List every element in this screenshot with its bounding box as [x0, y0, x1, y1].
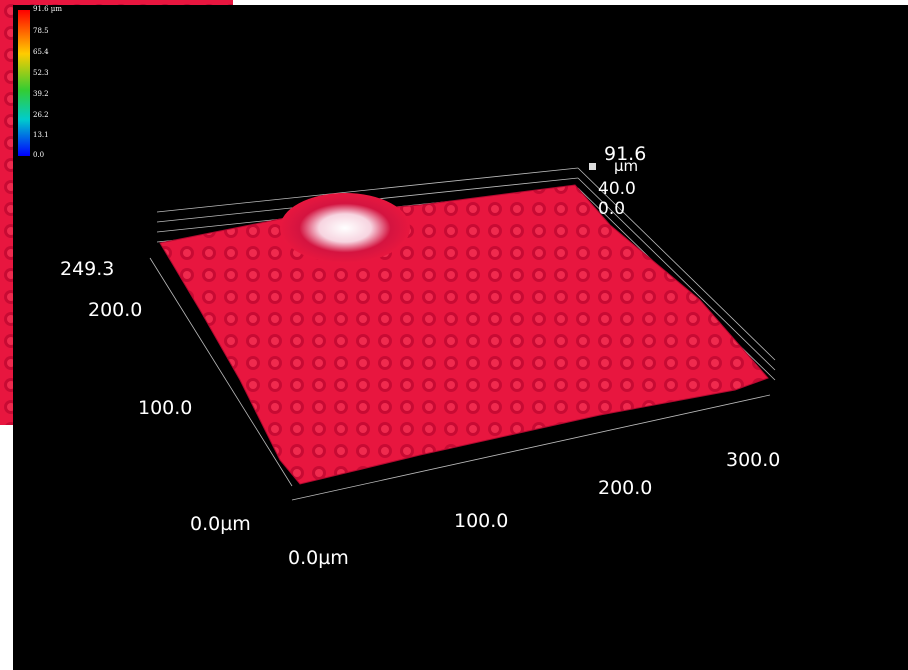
y-axis-label: 200.0 [88, 299, 142, 321]
x-axis-label: 100.0 [454, 510, 508, 532]
color-bar-label: 52.3 [33, 69, 49, 77]
z-axis-label: 0.0 [598, 199, 625, 219]
color-bar-label: 91.6 µm [33, 5, 62, 13]
x-axis-label: 0.0µm [288, 547, 349, 569]
color-bar-label: 13.1 [33, 131, 49, 139]
color-bar-label: 78.5 [33, 27, 49, 35]
x-axis-label: 300.0 [726, 449, 780, 471]
z-axis-label: 40.0 [598, 179, 636, 199]
axis-marker [589, 163, 596, 170]
y-axis-label: 249.3 [60, 258, 114, 280]
y-axis-label: 0.0µm [190, 513, 251, 535]
x-axis-label: 200.0 [598, 477, 652, 499]
z-axis-unit: µm [614, 157, 638, 175]
color-bar [18, 10, 30, 156]
surface-peak [280, 193, 410, 263]
color-bar-label: 65.4 [33, 48, 49, 56]
color-bar-label: 0.0 [33, 151, 44, 159]
color-bar-label: 26.2 [33, 111, 49, 119]
y-axis-label: 100.0 [138, 397, 192, 419]
color-bar-label: 39.2 [33, 90, 49, 98]
viewer: 91.6 µm 78.5 65.4 52.3 39.2 26.2 13.1 0.… [0, 0, 908, 670]
